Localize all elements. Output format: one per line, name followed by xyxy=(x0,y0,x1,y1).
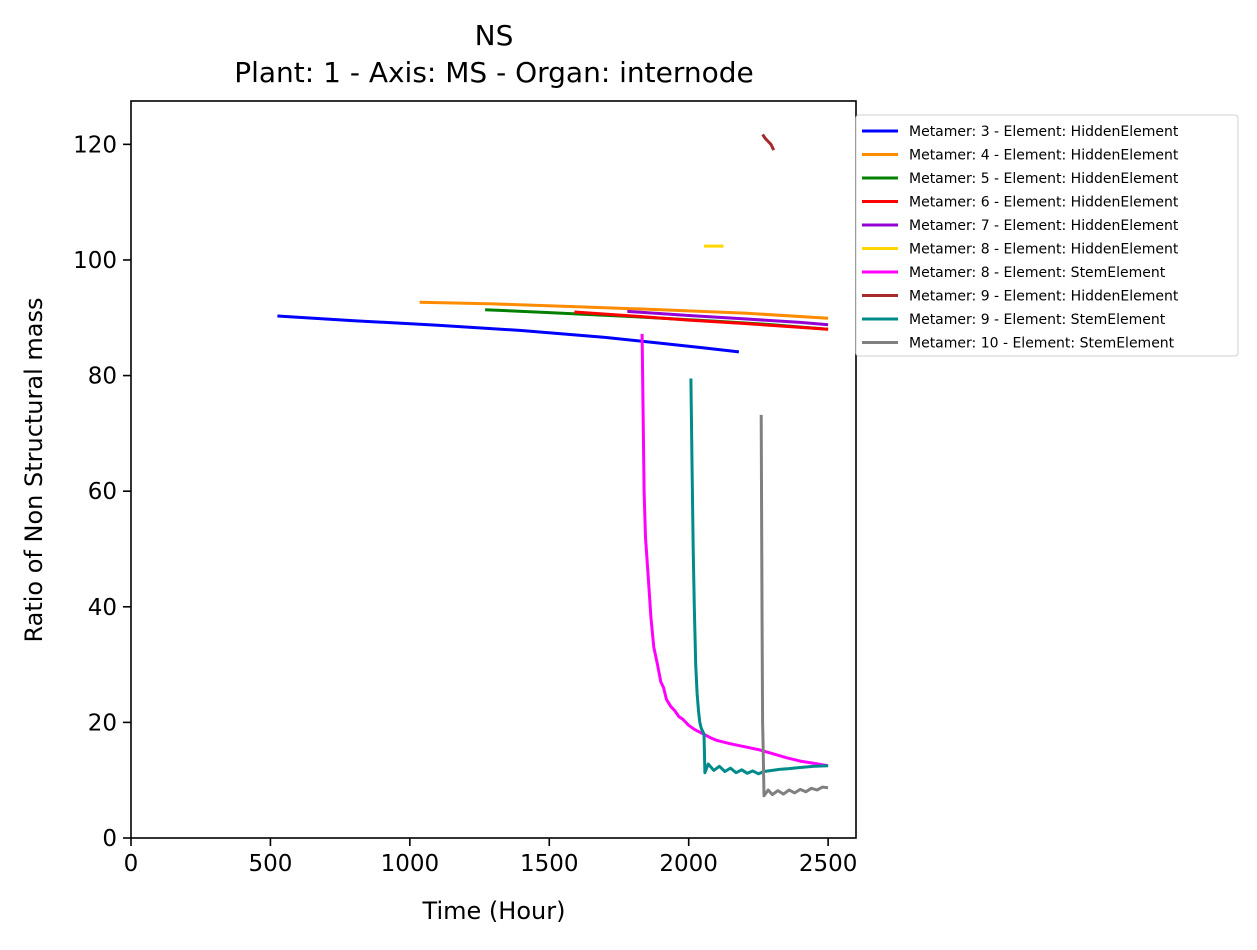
series-line-4 xyxy=(574,310,829,331)
series-line-7 xyxy=(640,333,829,768)
x-tick-label: 1000 xyxy=(381,851,440,877)
x-tick-label: 0 xyxy=(124,851,139,877)
series-line-10 xyxy=(759,414,829,798)
x-tick-label: 2500 xyxy=(799,851,858,877)
x-axis-label: Time (Hour) xyxy=(422,897,566,925)
y-tick-label: 0 xyxy=(102,826,117,852)
y-tick-label: 60 xyxy=(88,479,117,505)
chart-title: NS xyxy=(475,19,514,52)
legend-label: Metamer: 9 - Element: StemElement xyxy=(909,312,1166,328)
chart-subtitle: Plant: 1 - Axis: MS - Organ: internode xyxy=(234,56,754,89)
series-line-9 xyxy=(689,378,829,776)
y-axis-label: Ratio of Non Structural mass xyxy=(20,298,48,643)
legend-label: Metamer: 5 - Element: HiddenElement xyxy=(909,171,1179,187)
legend-label: Metamer: 8 - Element: HiddenElement xyxy=(909,242,1179,258)
legend-label: Metamer: 8 - Element: StemElement xyxy=(909,265,1166,281)
y-tick-label: 120 xyxy=(73,132,117,158)
series-line-5 xyxy=(627,309,829,327)
x-tick-label: 2000 xyxy=(659,851,718,877)
y-tick-label: 80 xyxy=(88,364,117,390)
legend-box xyxy=(855,114,1239,357)
series-line-2 xyxy=(419,300,829,320)
legend-label: Metamer: 7 - Element: HiddenElement xyxy=(909,218,1179,234)
y-tick-label: 40 xyxy=(88,595,117,621)
plot-frame xyxy=(130,100,857,839)
legend-label: Metamer: 6 - Element: HiddenElement xyxy=(909,195,1179,211)
legend-label: Metamer: 9 - Element: HiddenElement xyxy=(909,289,1179,305)
y-tick-label: 100 xyxy=(73,248,117,274)
legend: Metamer: 3 - Element: HiddenElement Metam… xyxy=(855,114,1239,357)
series-line-8 xyxy=(761,133,776,151)
x-axis: 0 500 1000 1500 2000 2500 xyxy=(124,838,858,877)
y-axis: 0 20 40 60 80 100 120 xyxy=(73,132,131,852)
legend-label: Metamer: 3 - Element: HiddenElement xyxy=(909,124,1179,140)
x-tick-label: 1500 xyxy=(520,851,579,877)
legend-label: Metamer: 10 - Element: StemElement xyxy=(909,336,1175,352)
y-tick-label: 20 xyxy=(88,710,117,736)
series-line-1 xyxy=(277,314,740,354)
x-tick-label: 500 xyxy=(248,851,292,877)
legend-label: Metamer: 4 - Element: HiddenElement xyxy=(909,148,1179,164)
